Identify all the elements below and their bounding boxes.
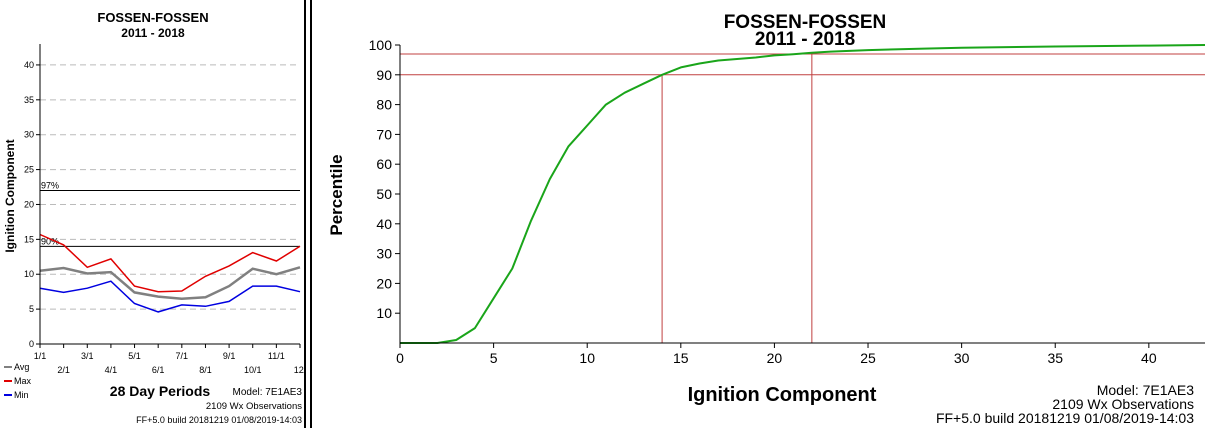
right-chart-title: FOSSEN-FOSSEN [724,12,887,33]
left-series-line-max [39,233,301,293]
left-x-tick-label: 11/1 [268,351,285,361]
right-y-tick-label: 80 [376,97,392,113]
left-x-tick-label: 3/1 [81,351,94,361]
right-x-tick-label: 40 [1141,350,1157,366]
seasonal-chart: FOSSEN-FOSSEN 2011 - 2018 Ignition Compo… [3,10,306,425]
right-y-tick-label: 50 [376,186,392,202]
left-y-tick-label: 10 [24,269,34,279]
left-x-axis-label: 28 Day Periods [110,383,211,399]
right-y-tick-label: 10 [376,305,392,321]
left-chart-title: FOSSEN-FOSSEN [97,10,208,25]
left-y-tick-label: 25 [24,165,34,175]
left-y-axis-label: Ignition Component [3,139,17,252]
right-y-tick-label: 100 [369,37,393,53]
right-y-tick-label: 70 [376,126,392,142]
left-y-tick-label: 35 [24,95,34,105]
left-y-tick-label: 40 [24,60,34,70]
cumulative-chart-panel: FOSSEN-FOSSEN 2011 - 2018 Percentile Ign… [310,0,1211,428]
right-x-tick-label: 0 [396,350,404,366]
left-chart-subtitle: 2011 - 2018 [121,26,185,40]
left-x-tick-label: 6/1 [152,365,165,375]
left-series-line-avg [39,266,301,300]
right-x-tick-label: 30 [954,350,970,366]
left-x-tick-label: 10/1 [244,365,262,375]
right-series [400,44,1206,344]
left-x-tick-label: 5/1 [128,351,141,361]
left-x-tick-label: 12/ [294,365,306,375]
left-legend-label: Max [14,376,32,386]
right-x-tick-label: 20 [767,350,783,366]
right-observations-text: 2109 Wx Observations [1052,396,1194,412]
left-y-tick-label: 5 [29,304,34,314]
left-gridlines [40,64,300,310]
left-legend-label: Min [14,390,29,400]
left-x-tick-label: 4/1 [105,365,118,375]
left-ref-line-label: 97% [41,181,59,191]
left-series-line-min [39,280,301,313]
right-y-tick-label: 60 [376,156,392,172]
left-ref-line-label: 90% [41,236,59,246]
right-y-tick-label: 20 [376,275,392,291]
right-y-tick-label: 90 [376,67,392,83]
right-axes: 10 20 30 40 50 60 70 80 90 100 0 5 10 15 20 25 30 35 40 [369,37,1205,366]
cumulative-chart: FOSSEN-FOSSEN 2011 - 2018 Percentile Ign… [327,12,1206,426]
left-axes: 0 5 10 15 20 25 30 35 40 1/1 2/1 3/1 4/1 5/1 6/1 7/1 8/1… [24,44,306,375]
left-y-tick-label: 15 [24,234,34,244]
right-y-tick-label: 30 [376,246,392,262]
right-x-tick-label: 15 [673,350,689,366]
right-reference-lines [400,53,1205,343]
left-observations-text: 2109 Wx Observations [206,401,302,412]
right-x-tick-label: 10 [579,350,595,366]
right-model-text: Model: 7E1AE3 [1097,382,1194,398]
right-build-text: FF+5.0 build 20181219 01/08/2019-14:03 [936,410,1194,426]
left-series [39,233,301,313]
seasonal-chart-panel: FOSSEN-FOSSEN 2011 - 2018 Ignition Compo… [0,0,306,428]
left-y-tick-label: 30 [24,130,34,140]
left-reference-lines: 97% 90% [40,181,300,247]
right-x-tick-label: 25 [860,350,876,366]
left-x-tick-label: 1/1 [34,351,47,361]
left-model-text: Model: 7E1AE3 [233,387,303,398]
left-legend: Avg Max Min [4,362,32,400]
right-cdf-line [400,44,1206,344]
left-x-tick-label: 7/1 [176,351,189,361]
right-y-tick-label: 40 [376,216,392,232]
right-x-axis-label: Ignition Component [688,384,877,406]
right-x-tick-label: 5 [490,350,498,366]
left-build-text: FF+5.0 build 20181219 01/08/2019-14:03 [136,415,302,425]
left-x-tick-label: 9/1 [223,351,236,361]
right-y-axis-label: Percentile [327,154,346,235]
right-chart-subtitle: 2011 - 2018 [755,29,855,50]
right-x-tick-label: 35 [1047,350,1063,366]
left-y-tick-label: 20 [24,199,34,209]
left-legend-label: Avg [14,362,29,372]
left-x-tick-label: 2/1 [57,365,70,375]
left-y-tick-label: 0 [29,339,34,349]
left-x-tick-label: 8/1 [199,365,212,375]
